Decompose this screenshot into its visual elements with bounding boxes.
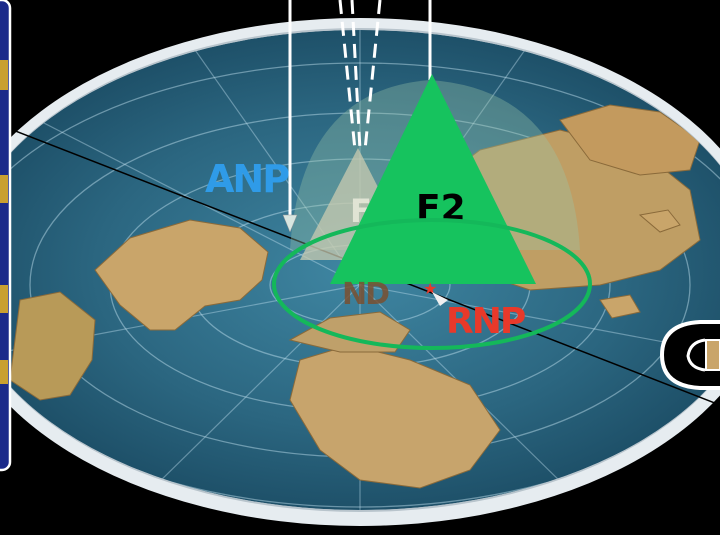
f2-triangle [330, 74, 536, 284]
nd-label: ND [342, 277, 389, 312]
rnp-label: RNP [446, 301, 525, 342]
orbit-ellipse [272, 218, 592, 350]
arrow-icon [282, 214, 298, 233]
rnp-pointer [432, 292, 448, 306]
f2-label: F2 [416, 188, 466, 229]
side-panel [0, 0, 12, 472]
light-beams [288, 0, 432, 215]
pencil-icon[interactable] [659, 320, 720, 390]
anp-label: ANP [205, 157, 289, 201]
